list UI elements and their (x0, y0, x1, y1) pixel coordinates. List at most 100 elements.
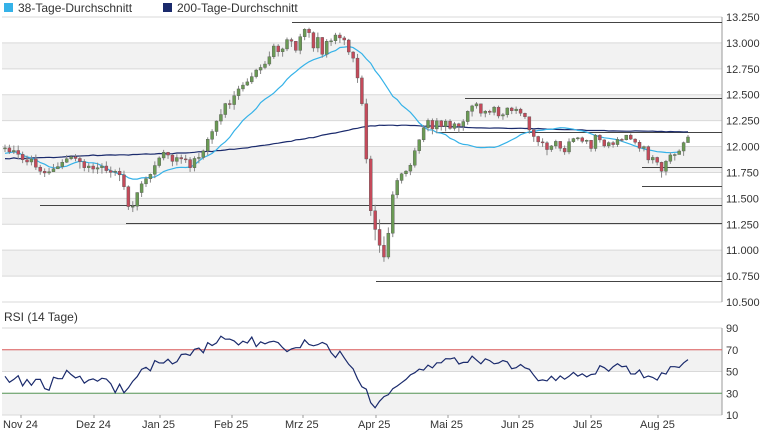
candle-body (3, 147, 7, 150)
price-panel-background (2, 42, 722, 277)
candle (430, 118, 435, 135)
candle-body (659, 162, 664, 172)
candle (113, 169, 117, 176)
candle-body (593, 134, 598, 149)
candle (514, 106, 518, 114)
candle-body (347, 39, 351, 53)
candle-body (426, 120, 430, 128)
candle (606, 141, 611, 149)
candle (496, 105, 501, 119)
x-tick-label: Mai 25 (430, 419, 463, 430)
candle (338, 32, 342, 44)
candle (302, 28, 307, 41)
candle-body (629, 134, 633, 140)
candle-body (470, 105, 474, 112)
candle-body (439, 120, 443, 127)
candle (245, 78, 250, 86)
candle-body (38, 166, 42, 172)
candle (395, 178, 399, 199)
candle-body (267, 56, 272, 65)
candle (139, 181, 144, 198)
rsi-series (4, 335, 689, 409)
candle (117, 167, 122, 182)
candle-body (316, 37, 320, 49)
candle-body (655, 157, 659, 163)
candle (360, 75, 364, 106)
candle-body (562, 148, 567, 153)
candle (435, 118, 439, 134)
candle-body (126, 186, 131, 207)
candle (355, 53, 360, 83)
candle (223, 102, 228, 118)
price-band (2, 250, 722, 277)
candle-body (536, 136, 540, 143)
candle-body (302, 29, 307, 37)
candle-body (496, 106, 501, 117)
candle-body (7, 147, 12, 153)
candle (316, 32, 320, 53)
candle-body (64, 158, 69, 163)
x-tick-label: Aug 25 (640, 419, 675, 430)
candle-body (73, 156, 78, 159)
candle (655, 156, 659, 166)
candle (250, 72, 254, 84)
candle (197, 153, 201, 164)
candle (289, 37, 294, 47)
candle (51, 163, 56, 172)
candle-body (51, 168, 56, 172)
price-band (2, 146, 722, 173)
candle (536, 135, 540, 146)
candle-body (298, 36, 302, 51)
candle (64, 154, 69, 163)
candle-body (355, 57, 360, 79)
candle-body (624, 134, 629, 141)
candle-body (576, 137, 580, 140)
price-band (2, 42, 722, 69)
candle (465, 110, 470, 125)
price-tick-label: 10.750 (726, 271, 760, 283)
candle-body (681, 142, 686, 152)
candle (47, 167, 51, 175)
candle-body (280, 48, 285, 52)
candle (20, 151, 25, 164)
candle (29, 155, 34, 166)
candle (232, 91, 236, 110)
price-tick-label: 11.750 (726, 167, 759, 179)
candle (664, 159, 668, 176)
candle (527, 116, 532, 134)
candle-body (285, 39, 289, 50)
candle (386, 227, 391, 260)
candle (42, 168, 47, 178)
candle-body (338, 34, 342, 39)
candle (439, 119, 443, 131)
candle (56, 162, 60, 170)
candle (589, 139, 593, 152)
candle (333, 32, 338, 45)
candle (448, 119, 452, 130)
candle (258, 64, 263, 74)
candle (34, 154, 38, 170)
candle (364, 98, 369, 164)
candle (16, 145, 20, 160)
rsi-panel-background (2, 349, 722, 415)
candle-body (131, 205, 135, 208)
candle (311, 31, 316, 52)
candle (369, 155, 373, 216)
candle (148, 173, 153, 183)
rsi-tick-label: 10 (726, 410, 738, 422)
candle-body (241, 84, 245, 90)
candle-body (254, 69, 258, 77)
candle-body (377, 229, 382, 246)
candle-body (135, 192, 139, 207)
candle-body (554, 141, 558, 147)
candle (510, 106, 514, 115)
candle (461, 119, 465, 131)
candle-body (87, 165, 91, 168)
candle-body (104, 165, 109, 171)
candle-body (117, 171, 122, 176)
candle-body (373, 210, 377, 230)
candle (192, 156, 197, 172)
candle (69, 155, 73, 161)
candle-body (161, 152, 166, 159)
candle-body (488, 111, 492, 113)
